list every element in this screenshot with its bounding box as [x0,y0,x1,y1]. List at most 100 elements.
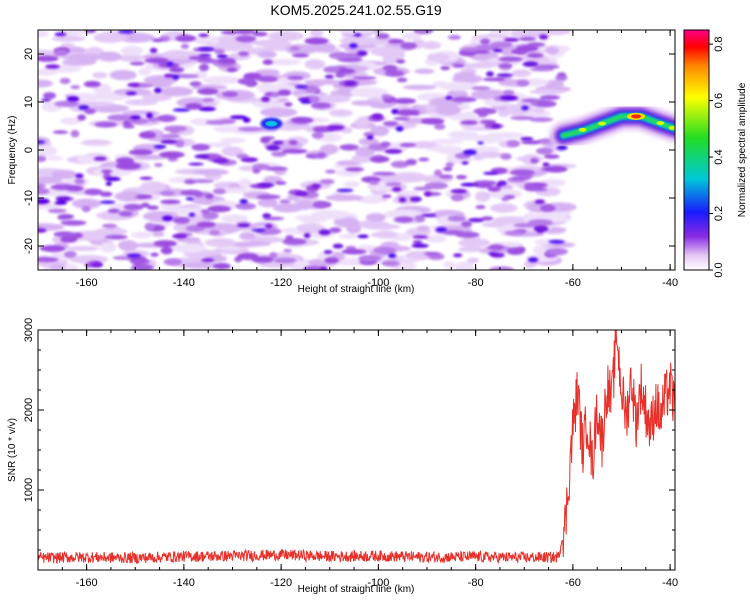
spectrogram-noise-blob [159,151,185,159]
spectrogram-noise-blob [257,198,278,208]
spectrogram-noise-blob [171,243,207,253]
spectrogram-noise-blob [501,197,510,202]
spectrogram-noise-blob [522,55,550,62]
tone-hot-spot [598,121,607,126]
spectrogram-noise-blob [160,246,173,255]
spectrogram-noise-blob [238,51,249,57]
y-tick-label: 3000 [23,318,35,342]
spectrogram-noise-blob [414,215,425,223]
spectrogram-noise-blob [323,66,340,73]
spectrogram-noise-blob [557,72,567,78]
spectrogram-noise-blob [488,251,499,256]
spectrogram-noise-blob [382,64,398,72]
spectrogram-noise-blob [328,109,354,117]
spectrogram-noise-blob [487,186,501,192]
spectrogram-noise-blob [304,37,329,45]
spectrogram-noise-blob [149,47,158,54]
spectrogram-noise-blob [54,32,67,37]
spectrogram-noise-blob [354,117,370,128]
spectrogram-noise-blob [475,44,500,51]
spectrogram-noise-blob [511,69,532,78]
y-tick-label: 0 [23,147,35,153]
snr-panel: -160 -140 -120 -100 -80 -60 -40 1000 2000 3000 H… [7,318,678,595]
spectrogram-noise-blob [392,98,417,104]
spectrogram-noise-blob [163,258,183,266]
spectrogram-noise-blob [94,121,117,128]
spectrogram-noise-blob [416,30,430,33]
spectrogram-noise-blob [426,52,450,62]
spectrogram-noise-blob [311,94,351,104]
spectrogram-noise-blob [194,154,210,159]
x-tick-label: -80 [468,277,484,289]
tone-hot-spot [656,121,665,126]
spectrogram-noise-blob [414,68,435,75]
spectrogram-noise-blob [163,125,188,132]
spectrogram-noise-blob [372,171,396,176]
colorbar: 0.0 0.2 0.4 0.6 0.8 Normalized spectral ampl… [683,29,748,278]
spectrogram-noise-blob [281,148,308,154]
spectrogram-noise-blob [237,78,256,85]
spectrogram-noise-blob [242,117,251,123]
spectrogram-noise-blob [381,260,400,267]
spectrogram-noise-blob [536,229,544,234]
spectrogram-noise-blob [516,79,529,87]
spectrogram-noise-blob [299,217,328,223]
spectrogram-noise-blob [393,116,410,121]
spectrogram-noise-blob [138,131,156,139]
spectrogram-noise-blob [482,77,506,82]
spectrogram-noise-blob [440,66,451,71]
spectrogram-noise-blob [320,43,336,53]
spectrogram-noise-blob [40,98,51,102]
spectrogram-noise-blob [520,136,534,141]
spectrogram-noise-blob [38,155,47,163]
spectrogram-noise-blob [160,190,175,196]
spectrogram-noise-blob [483,171,499,175]
spectrogram-noise-blob [357,50,368,56]
spectrogram-noise-blob [198,47,214,51]
spectrogram-noise-blob [295,85,308,89]
spectrogram-noise-blob [375,33,390,40]
spectrogram-noise-blob [92,167,132,177]
spectrogram-noise-blob [455,175,467,180]
spectrogram-noise-blob [420,117,445,125]
spectrogram-noise-blob [387,39,405,44]
spectrogram-noise-blob [205,193,214,199]
spectrogram-noise-blob [214,48,225,55]
spectrogram-noise-blob [169,66,185,73]
spectrogram-noise-blob [349,43,358,49]
spectrogram-noise-blob [201,258,215,263]
spectrogram-noise-blob [542,162,550,167]
spectrogram-noise-blob [421,41,442,50]
spectrogram-noise-blob [285,44,317,55]
spectrogram-noise-blob [279,199,291,204]
spectrogram-noise-blob [60,236,78,243]
spectrogram-noise-blob [125,91,137,96]
spectrogram-noise-blob [461,161,469,165]
spectrogram-noise-blob [527,257,539,263]
spectrogram-noise-blob [515,246,526,254]
spectrogram-noise-blob [477,141,484,145]
spectrogram-noise-blob [60,220,87,226]
spectrogram-noise-blob [269,252,278,259]
spectrogram-noise-blob [460,120,478,125]
spectrogram-noise-blob [130,115,141,120]
spectrogram-noise-blob [384,70,405,77]
snr-y-axis: 1000 2000 3000 [23,318,675,551]
spectrogram-noise-blob [160,134,180,139]
spectrogram-noise-blob [229,115,247,120]
x-tick-label: -160 [76,277,98,289]
spectrogram-noise-blob [75,173,84,179]
spectrogram-noise-blob [191,179,214,184]
spectrogram-noise-blob [411,243,429,248]
spectrogram-noise-blob [164,73,175,78]
spectrogram-noise-blob [474,191,491,201]
spectrogram-noise-blob [130,264,154,270]
spectrogram-noise-blob [260,107,298,118]
spectrogram-noise-blob [288,140,298,146]
spectrogram-noise-blob [421,213,437,218]
spectrogram-noise-blob [357,244,375,250]
spectrogram-noise-blob [220,214,249,223]
spectrogram-noise-blob [194,192,203,198]
spectrogram-noise-blob [198,63,210,72]
spectrogram-noise-blob [287,75,304,80]
